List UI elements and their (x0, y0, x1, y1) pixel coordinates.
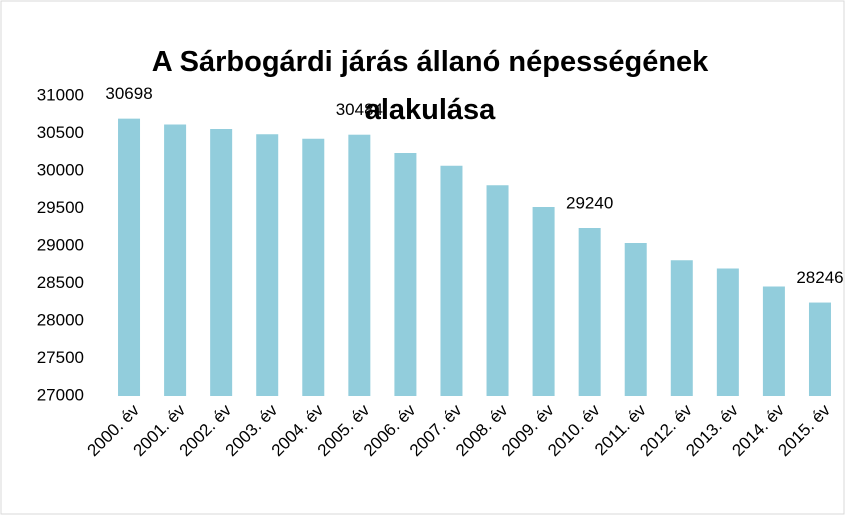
data-label: 28246 (796, 268, 843, 287)
data-label: 30484 (336, 100, 383, 119)
y-tick-label: 27000 (37, 385, 84, 404)
data-label: 29240 (566, 193, 613, 212)
bar (394, 153, 417, 396)
bar (348, 134, 371, 396)
bar (302, 138, 325, 396)
bar (670, 260, 693, 396)
y-tick-label: 30500 (37, 123, 84, 142)
y-tick-label: 29000 (37, 235, 84, 254)
data-label: 30698 (105, 84, 152, 103)
bar (210, 129, 233, 396)
bar (256, 134, 279, 396)
bar (440, 165, 463, 396)
y-tick-label: 29500 (37, 198, 84, 217)
y-tick-label: 31000 (37, 85, 84, 104)
bar (486, 185, 509, 396)
bar (118, 118, 141, 397)
bar (578, 228, 601, 396)
bar (808, 302, 831, 396)
bar (532, 207, 555, 396)
bar (624, 243, 647, 396)
chart-title: A Sárbogárdi járás állanó népességének a… (151, 46, 709, 126)
y-tick-label: 30000 (37, 160, 84, 179)
bar (716, 268, 739, 396)
bar (164, 124, 187, 396)
bar (762, 286, 785, 396)
y-tick-label: 28000 (37, 310, 84, 329)
y-tick-label: 27500 (37, 348, 84, 367)
y-tick-label: 28500 (37, 273, 84, 292)
